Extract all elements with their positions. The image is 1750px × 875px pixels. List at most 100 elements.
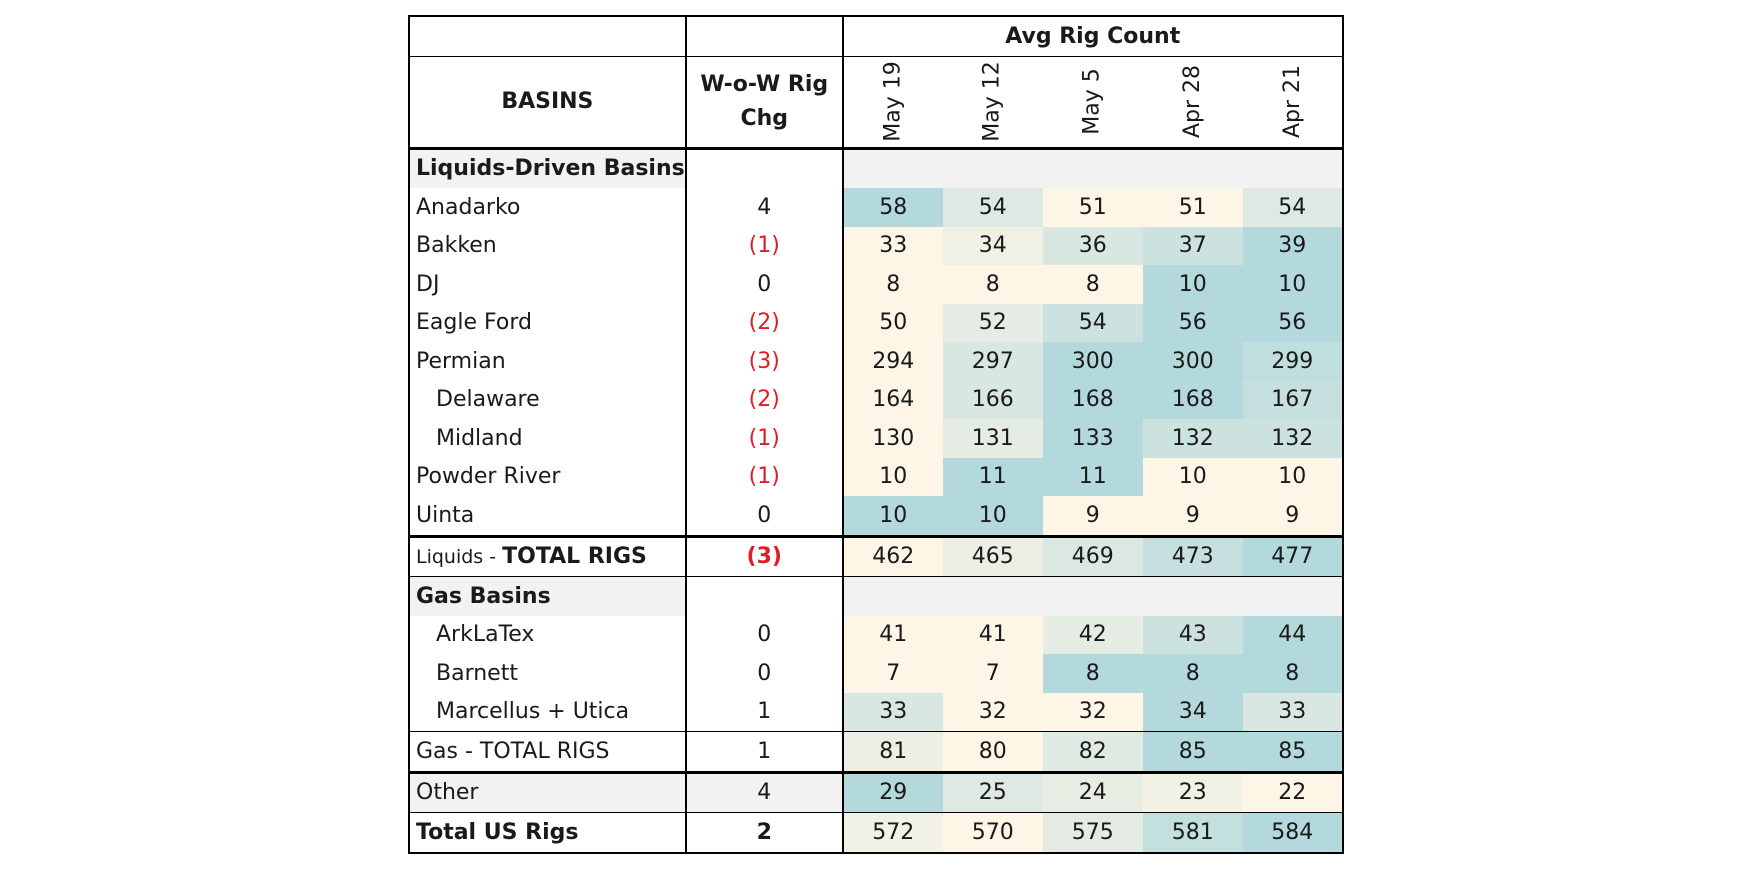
- rig-count-cell: 50: [841, 303, 943, 342]
- wow-change: (2): [684, 303, 843, 342]
- header-row-columns: BASINS W-o-W Rig Chg May 19 May 12 May 5…: [408, 56, 1344, 150]
- basin-name: Bakken: [408, 226, 686, 265]
- rig-count-cell: 54: [942, 188, 1043, 227]
- wow-change: (1): [684, 226, 843, 265]
- total-label: TOTAL RIGS: [479, 738, 610, 764]
- basin-name: Liquids - TOTAL RIGS: [408, 534, 686, 577]
- basin-name: Uinta: [408, 496, 686, 536]
- rig-count-cell: 130: [841, 419, 943, 458]
- avg-rig-count-header: Avg Rig Count: [841, 15, 1344, 57]
- rig-count-cell: 43: [1142, 615, 1243, 654]
- rig-count-cell: 85: [1242, 731, 1344, 774]
- rig-count-cell: 51: [1042, 188, 1143, 227]
- date-header-0: May 19: [841, 56, 943, 150]
- wow-change: 4: [684, 772, 843, 813]
- rig-count-cell: 10: [942, 496, 1043, 536]
- rig-count-cell: 34: [942, 226, 1043, 265]
- rig-count-cell: 9: [1142, 496, 1243, 536]
- rig-count-cell: 56: [1242, 303, 1344, 342]
- rig-count-cell: 168: [1042, 380, 1143, 419]
- rig-count-cell: 8: [1042, 265, 1143, 304]
- rig-count-cell: 477: [1242, 534, 1344, 577]
- rig-count-cell: 10: [1242, 265, 1344, 304]
- rig-count-cell: 132: [1142, 419, 1243, 458]
- rig-count-cell: 52: [942, 303, 1043, 342]
- rig-count-cell: 294: [841, 342, 943, 381]
- rig-count-cell: 8: [942, 265, 1043, 304]
- rig-count-cell: 54: [1042, 303, 1143, 342]
- section-row: Gas Basins: [408, 576, 1344, 616]
- rig-count-cell: 33: [841, 226, 943, 265]
- table-row: Uinta 0 10 10 9 9 9: [408, 496, 1344, 536]
- rig-count-cell: 8: [841, 265, 943, 304]
- rig-count-cell: 80: [942, 731, 1043, 774]
- table-row: Other 4 29 25 24 23 22: [408, 772, 1344, 813]
- section-row: Liquids-Driven Basins: [408, 148, 1344, 188]
- rig-count-cell: 8: [1042, 654, 1143, 693]
- rig-count-cell: 44: [1242, 615, 1344, 654]
- rig-count-cell: 7: [841, 654, 943, 693]
- rig-count-cell: 133: [1042, 419, 1143, 458]
- rig-count-cell: 10: [841, 496, 943, 536]
- date-label: Apr 21: [1279, 64, 1305, 139]
- total-prefix: Gas -: [416, 738, 480, 764]
- rig-count-cell: 58: [841, 188, 943, 227]
- basin-name: Permian: [408, 342, 686, 381]
- rig-count-cell: 33: [841, 692, 943, 732]
- basins-header: BASINS: [408, 56, 686, 150]
- rig-count-cell: 584: [1242, 812, 1344, 854]
- rig-count-cell: 10: [841, 457, 943, 496]
- rig-count-cell: 166: [942, 380, 1043, 419]
- basin-name: Powder River: [408, 457, 686, 496]
- rig-count-cell: 131: [942, 419, 1043, 458]
- date-header-3: Apr 28: [1142, 56, 1243, 150]
- rig-count-cell: 8: [1242, 654, 1344, 693]
- date-header-4: Apr 21: [1242, 56, 1344, 150]
- rig-count-cell: 32: [1042, 692, 1143, 732]
- rig-count-cell: 10: [1142, 457, 1243, 496]
- basin-name: Midland: [408, 419, 686, 458]
- rig-count-cell: 24: [1042, 772, 1143, 813]
- rig-count-cell: 9: [1242, 496, 1344, 536]
- rig-count-cell: 11: [1042, 457, 1143, 496]
- wow-change: 0: [684, 615, 843, 654]
- basin-name: Barnett: [408, 654, 686, 693]
- table-row: Barnett 0 7 7 8 8 8: [408, 654, 1344, 693]
- table-row: Midland (1) 130 131 133 132 132: [408, 419, 1344, 458]
- rig-count-cell: 37: [1142, 226, 1243, 265]
- rig-count-cell: 41: [942, 615, 1043, 654]
- table-row: Marcellus + Utica 1 33 32 32 34 33: [408, 692, 1344, 732]
- wow-change: 1: [684, 692, 843, 732]
- rig-count-cell: 29: [841, 772, 943, 813]
- basin-name: DJ: [408, 265, 686, 304]
- rig-count-cell: 34: [1142, 692, 1243, 732]
- rig-count-cell: 51: [1142, 188, 1243, 227]
- rig-count-cell: 33: [1242, 692, 1344, 732]
- wow-change: 0: [684, 654, 843, 693]
- table-row: Liquids - TOTAL RIGS (3) 462 465 469 473 477: [408, 534, 1344, 577]
- basin-name: Delaware: [408, 380, 686, 419]
- table-row: DJ 0 8 8 8 10 10: [408, 265, 1344, 304]
- wow-change: (2): [684, 380, 843, 419]
- table-row: ArkLaTex 0 41 41 42 43 44: [408, 615, 1344, 654]
- date-header-1: May 12: [942, 56, 1043, 150]
- wow-change: 4: [684, 188, 843, 227]
- rig-count-cell: 23: [1142, 772, 1243, 813]
- rig-count-cell: 469: [1042, 534, 1143, 577]
- table-row: Anadarko 4 58 54 51 51 54: [408, 188, 1344, 227]
- wow-change: 2: [684, 812, 843, 854]
- rig-count-cell: 164: [841, 380, 943, 419]
- table-body: Avg Rig Count BASINS W-o-W Rig Chg May 1…: [408, 15, 1344, 854]
- rig-count-cell: 462: [841, 534, 943, 577]
- section-filler: [684, 148, 843, 188]
- rig-count-cell: 41: [841, 615, 943, 654]
- section-gap: [841, 576, 1344, 616]
- rig-count-cell: 81: [841, 731, 943, 774]
- rig-count-cell: 297: [942, 342, 1043, 381]
- table-row: Delaware (2) 164 166 168 168 167: [408, 380, 1344, 419]
- wow-change-header: W-o-W Rig Chg: [684, 56, 843, 150]
- section-label: Liquids-Driven Basins: [408, 148, 686, 188]
- wow-change: (1): [684, 457, 843, 496]
- rig-count-cell: 32: [942, 692, 1043, 732]
- rig-count-cell: 10: [1242, 457, 1344, 496]
